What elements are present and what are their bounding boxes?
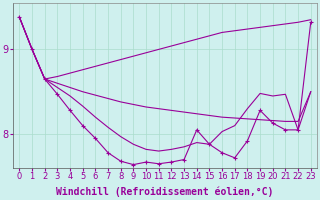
X-axis label: Windchill (Refroidissement éolien,°C): Windchill (Refroidissement éolien,°C)	[56, 187, 274, 197]
